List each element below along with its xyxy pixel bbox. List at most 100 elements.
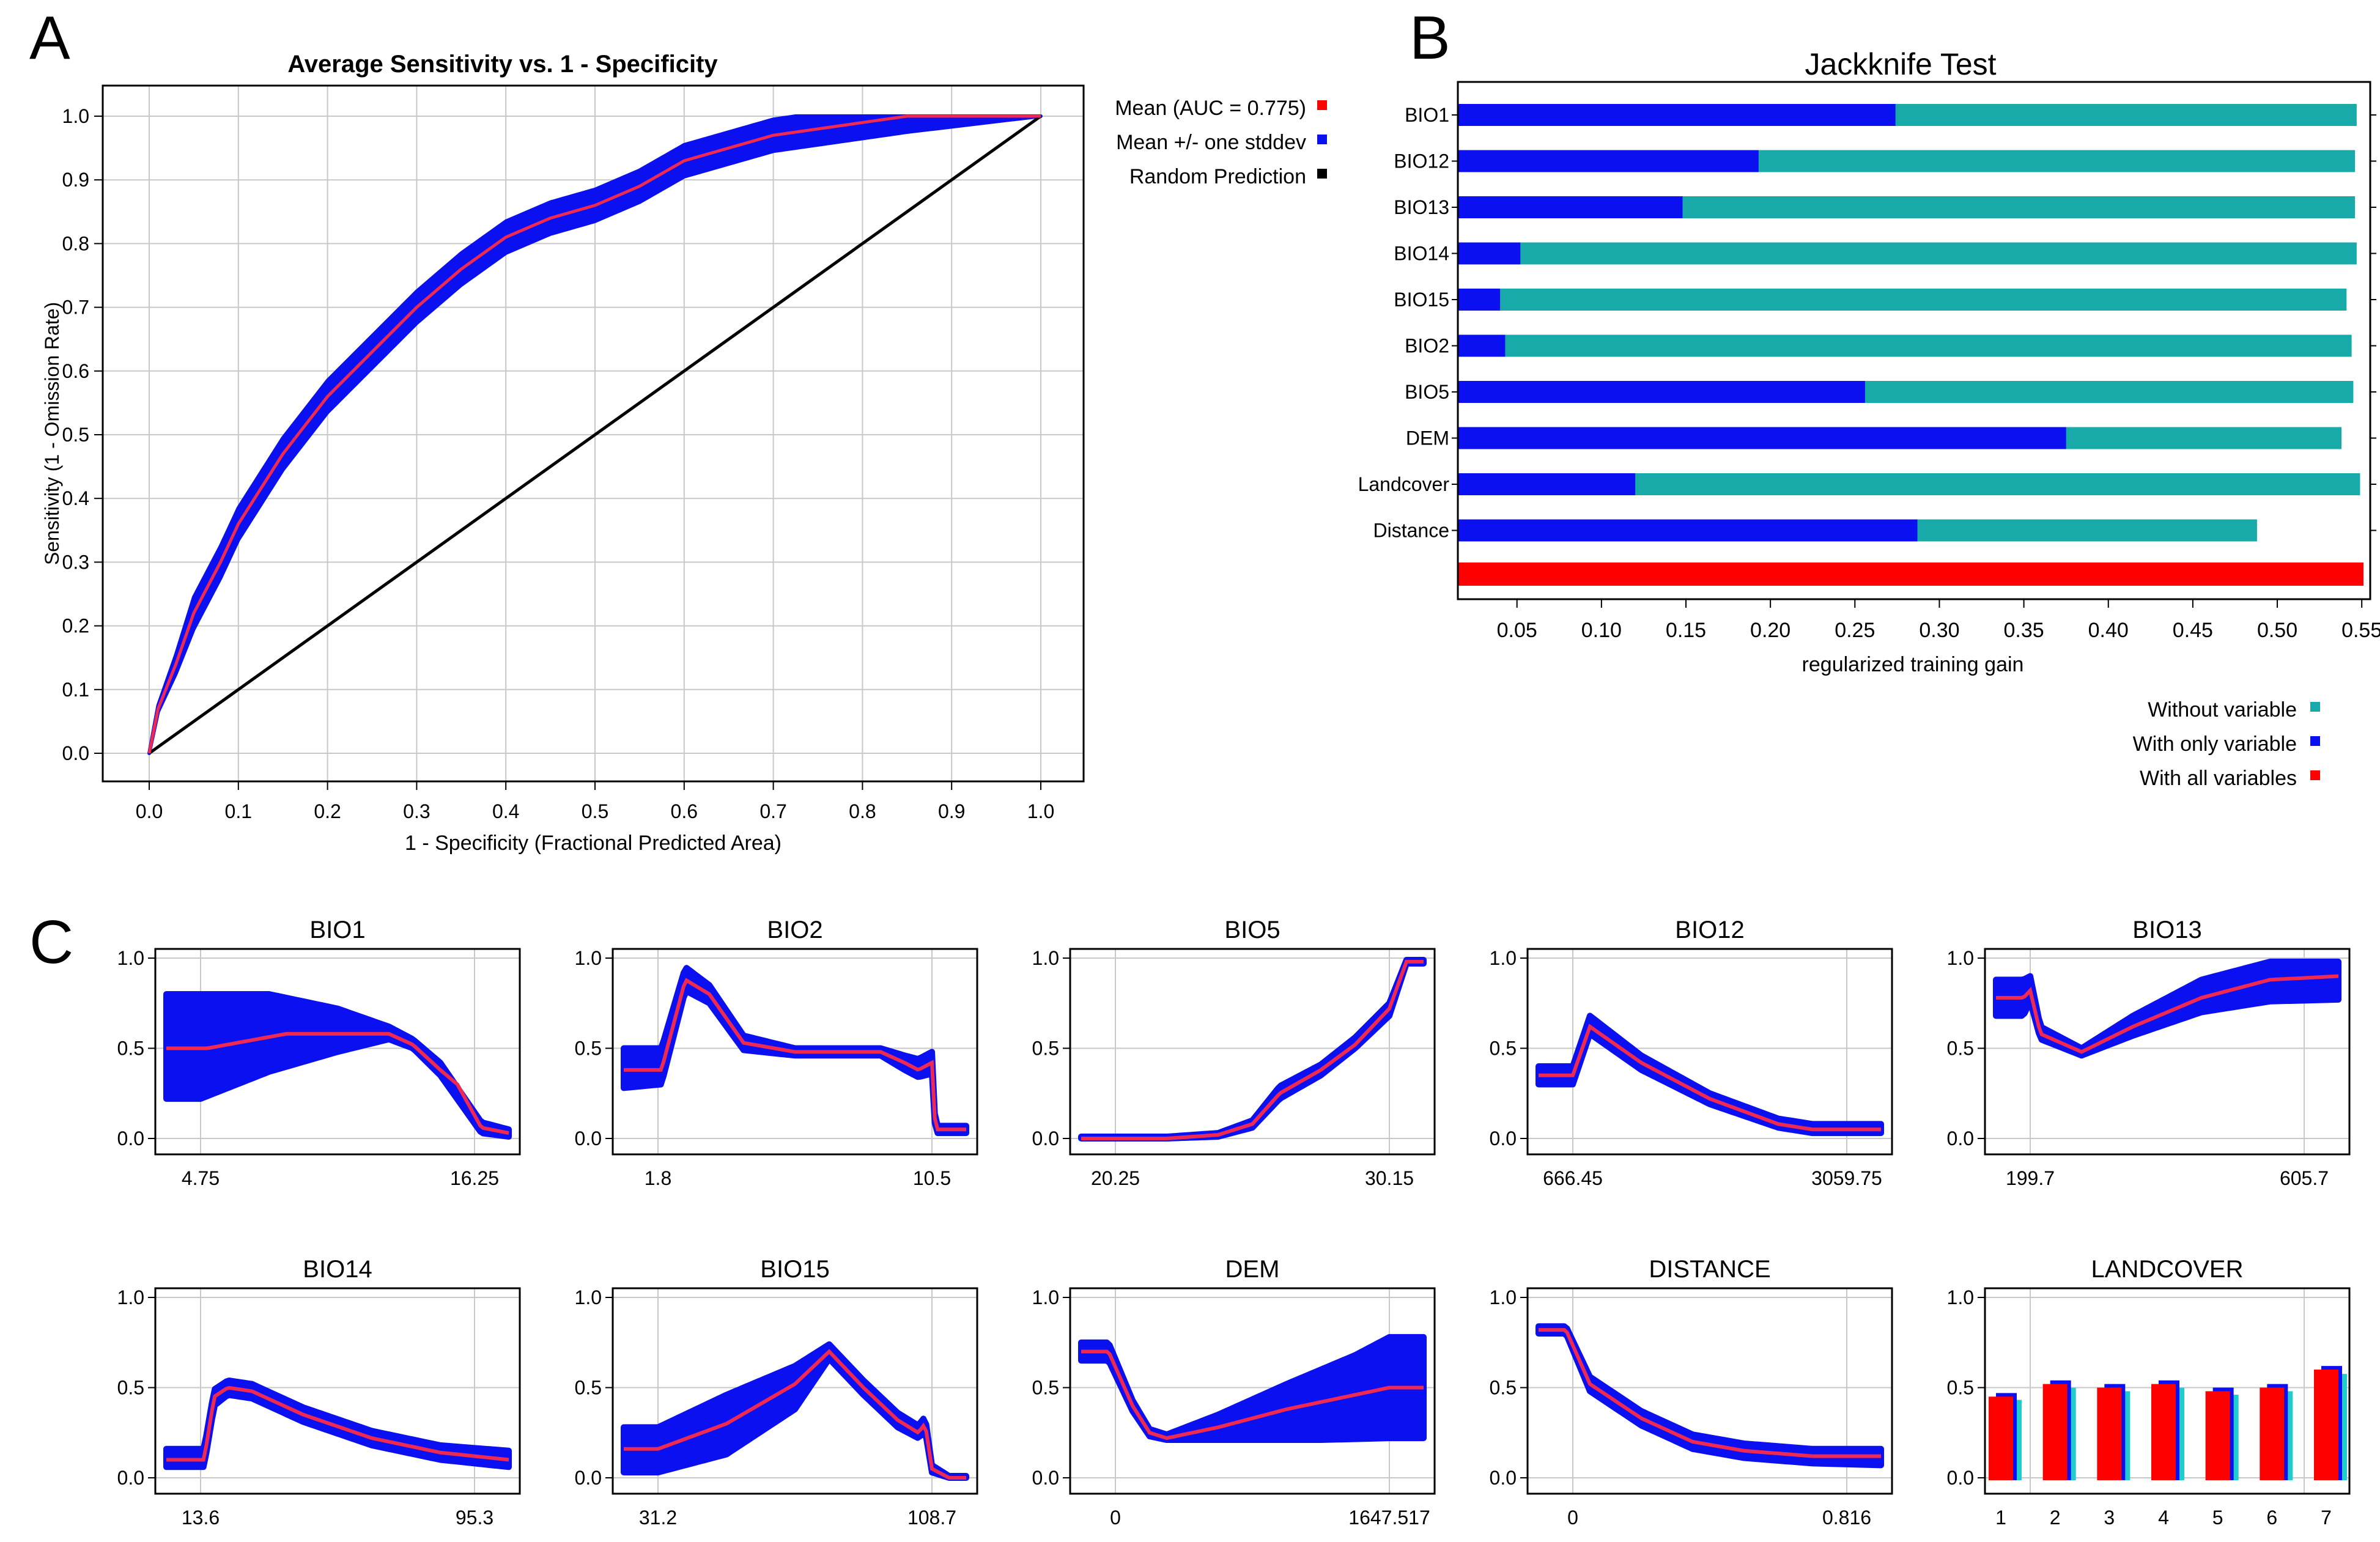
roc-title: Average Sensitivity vs. 1 - Specificity <box>287 51 718 78</box>
response-stddev-band <box>1078 956 1427 1142</box>
response-mean-line <box>624 978 966 1132</box>
response-x-min-label: 13.6 <box>182 1507 220 1529</box>
jackknife-legend-swatch <box>2310 702 2320 712</box>
response-x-max-label: 3059.75 <box>1811 1167 1882 1189</box>
jackknife-bar-with-only-variable <box>1458 289 1501 311</box>
landcover-bar-mean <box>2042 1384 2068 1480</box>
roc-x-ticks: 0.0 0.1 0.2 0.3 0.4 0.5 0.6 0.7 0.8 0.9 1.0 <box>136 781 1054 822</box>
jackknife-variable-label: BIO12 <box>1394 150 1449 172</box>
roc-legend-swatch <box>1317 169 1327 179</box>
jackknife-plot-frame <box>1457 81 2371 600</box>
response-y-tick-label: 0.0 <box>575 1127 602 1149</box>
response-x-max-label: 1647.517 <box>1348 1507 1430 1529</box>
response-plot-bio1: BIO1 4.75 16.25 0.0 0.5 1.0 <box>117 917 521 1189</box>
landcover-category-label: 7 <box>2321 1507 2332 1529</box>
roc-x-tick-label: 0.5 <box>582 800 608 822</box>
jackknife-variable-label: Landcover <box>1358 473 1450 495</box>
jackknife-bar-with-all-variables <box>1458 563 2363 586</box>
jackknife-bar-with-only-variable <box>1458 196 1683 218</box>
landcover-bar-mean <box>2205 1391 2230 1480</box>
roc-plot-frame <box>102 84 1085 783</box>
jackknife-x-tick-label: 0.15 <box>1666 619 1706 642</box>
jackknife-x-tick-label: 0.50 <box>2257 619 2297 642</box>
roc-x-tick-label: 1.0 <box>1027 800 1054 822</box>
response-x-min-label: 199.7 <box>2006 1167 2055 1189</box>
roc-legend: Mean (AUC = 0.775) Mean +/- one stddev Ran… <box>1115 97 1327 188</box>
panel-label-b: B <box>1410 4 1451 72</box>
response-y-tick-label: 0.5 <box>1032 1377 1059 1399</box>
response-y-tick-label: 1.0 <box>1947 1286 1974 1308</box>
roc-legend-swatch <box>1317 135 1327 144</box>
response-mean-line <box>624 1349 966 1480</box>
jackknife-bar-without-variable <box>1458 289 2347 311</box>
response-y-tick-label: 0.5 <box>1947 1038 1974 1060</box>
roc-y-tick-label: 0.1 <box>62 679 89 701</box>
landcover-bar-mean <box>2260 1387 2285 1480</box>
jackknife-x-axis-label: regularized training gain <box>1802 653 2024 676</box>
jackknife-x-ticks: 0.05 0.10 0.15 0.20 0.25 0.30 0.35 0.40 0.45 0.50… <box>1497 599 2380 642</box>
response-plot-title: LANDCOVER <box>2091 1256 2244 1283</box>
jackknife-x-tick-label: 0.05 <box>1497 619 1537 642</box>
response-y-tick-label: 0.5 <box>575 1377 602 1399</box>
roc-y-tick-label: 0.9 <box>62 169 89 191</box>
roc-legend-label: Random Prediction <box>1129 165 1306 188</box>
response-plot-bio13: BIO13 199.7 605.7 0.0 0.5 1.0 <box>1947 917 2351 1189</box>
response-y-tick-label: 0.0 <box>1032 1467 1059 1489</box>
jackknife-bar-with-only-variable <box>1458 427 2066 449</box>
landcover-bar-mean <box>2097 1387 2122 1480</box>
roc-legend-swatch <box>1317 100 1327 110</box>
roc-y-tick-label: 0.0 <box>62 742 89 764</box>
response-stddev-band <box>163 1377 512 1470</box>
roc-x-tick-label: 0.7 <box>759 800 786 822</box>
roc-legend-label: Mean +/- one stddev <box>1116 131 1306 154</box>
roc-x-tick-label: 0.1 <box>225 800 252 822</box>
response-x-min-label: 666.45 <box>1543 1167 1603 1189</box>
roc-random-prediction-line <box>148 114 1042 755</box>
response-plot-bio5: BIO5 20.25 30.15 0.0 0.5 1.0 <box>1032 917 1436 1189</box>
jackknife-x-tick-label: 0.45 <box>2173 619 2213 642</box>
roc-y-tick-label: 0.3 <box>62 551 89 573</box>
landcover-category-label: 4 <box>2158 1507 2169 1529</box>
response-y-tick-label: 1.0 <box>1490 1286 1517 1308</box>
response-y-tick-label: 0.0 <box>117 1127 144 1149</box>
response-plot-frame <box>1526 1287 1893 1495</box>
landcover-category-label: 2 <box>2050 1507 2061 1529</box>
roc-y-ticks: 0.0 0.1 0.2 0.3 0.4 0.5 0.6 0.7 0.8 0.9 1.0 <box>62 105 103 764</box>
jackknife-x-tick-label: 0.25 <box>1835 619 1875 642</box>
response-y-tick-label: 1.0 <box>1032 1286 1059 1308</box>
jackknife-legend-swatch <box>2310 770 2320 780</box>
roc-x-tick-label: 0.9 <box>938 800 965 822</box>
jackknife-bar-with-only-variable <box>1458 381 1865 403</box>
jackknife-bar-with-only-variable <box>1458 519 1918 542</box>
roc-chart: Average Sensitivity vs. 1 - Specificity … <box>41 51 1327 855</box>
response-y-tick-label: 0.0 <box>1490 1127 1517 1149</box>
roc-y-tick-label: 1.0 <box>62 105 89 127</box>
roc-series <box>147 114 1043 755</box>
landcover-category-label: 6 <box>2266 1507 2277 1529</box>
response-x-min-label: 4.75 <box>182 1167 220 1189</box>
jackknife-legend: Without variable With only variable With a… <box>2133 698 2320 790</box>
jackknife-chart: Jackknife Test 0.05 0.10 0.15 0.20 0.25 0.30 0… <box>1358 47 2380 790</box>
response-plot-distance: DISTANCE 0 0.816 0.0 0.5 1.0 <box>1490 1256 1893 1529</box>
response-y-tick-label: 0.5 <box>1947 1377 1974 1399</box>
jackknife-y-labels: BIO1 BIO12 BIO13 BIO14 BIO15 BIO2 BIO5 DEM Landc… <box>1358 104 2376 542</box>
response-plot-bio15: BIO15 31.2 108.7 0.0 0.5 1.0 <box>575 1256 978 1529</box>
jackknife-bar-without-variable <box>1458 334 2352 357</box>
roc-y-tick-label: 0.2 <box>62 615 89 637</box>
jackknife-bar-without-variable <box>1458 242 2357 265</box>
response-mean-line <box>1996 974 2339 1054</box>
response-plot-title: BIO15 <box>760 1256 829 1283</box>
roc-x-tick-label: 0.0 <box>136 800 163 822</box>
roc-legend-label: Mean (AUC = 0.775) <box>1115 97 1306 120</box>
response-plot-title: BIO5 <box>1224 917 1280 943</box>
jackknife-x-tick-label: 0.30 <box>1919 619 1959 642</box>
response-y-tick-label: 1.0 <box>1490 947 1517 969</box>
response-mean-line <box>1081 1349 1424 1441</box>
response-plot-frame <box>1984 1287 2351 1495</box>
response-y-tick-label: 0.5 <box>117 1377 144 1399</box>
landcover-bar-mean <box>2151 1384 2176 1480</box>
response-stddev-band <box>621 1341 969 1481</box>
response-y-tick-label: 0.0 <box>575 1467 602 1489</box>
roc-x-tick-label: 0.2 <box>314 800 341 822</box>
